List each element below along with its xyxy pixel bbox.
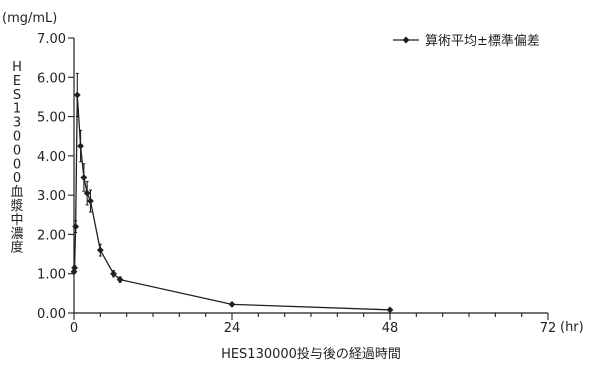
- data-point: [70, 268, 78, 276]
- legend-label: 算術平均±標準偏差: [425, 33, 540, 49]
- y-title-char: 血: [10, 185, 23, 200]
- y-tick-label: 7.00: [37, 32, 66, 47]
- x-axis-ticks: 0 24 48 72: [70, 313, 556, 336]
- x-tick-label: 0: [70, 321, 78, 336]
- series-group: [70, 72, 394, 314]
- data-point: [72, 223, 80, 230]
- data-point: [110, 270, 117, 278]
- y-title-char: 度: [10, 240, 23, 256]
- y-title-char: 中: [10, 213, 23, 228]
- y-title-char: 漿: [10, 199, 23, 214]
- data-point: [73, 91, 81, 99]
- y-tick-label: 5.00: [37, 111, 66, 126]
- y-tick-label: 0.00: [37, 307, 66, 322]
- legend-marker: [402, 36, 410, 44]
- y-axis-ticks: 0.00 1.00 2.00 3.00 4.00 5.00 6.00 7.00: [37, 32, 74, 322]
- y-title-char: 濃: [10, 227, 23, 242]
- y-title-char: E: [13, 74, 21, 89]
- x-tick-label: 24: [224, 321, 241, 336]
- data-point: [71, 264, 78, 272]
- data-point: [386, 306, 394, 314]
- y-unit-label: (mg/mL): [2, 11, 57, 26]
- x-axis-unit: (hr): [560, 320, 584, 335]
- y-title-char: 0: [13, 130, 21, 145]
- y-title-char: 0: [13, 157, 21, 172]
- y-title-char: S: [13, 88, 21, 103]
- y-tick-label: 3.00: [37, 189, 66, 204]
- y-title-char: 0: [13, 143, 21, 158]
- data-point: [80, 174, 88, 181]
- legend: 算術平均±標準偏差: [393, 33, 540, 49]
- x-tick-label: 48: [382, 321, 399, 336]
- x-axis-title: HES130000投与後の経過時間: [221, 346, 401, 362]
- data-point: [116, 276, 124, 284]
- y-title-char: 0: [13, 171, 21, 186]
- x-tick-label: 72: [540, 321, 557, 336]
- data-point: [96, 246, 104, 254]
- y-tick-label: 1.00: [37, 268, 66, 283]
- y-tick-label: 4.00: [37, 150, 66, 165]
- y-title-char: 3: [13, 116, 21, 131]
- y-title-char: H: [12, 60, 22, 75]
- y-title-char: 1: [13, 102, 21, 117]
- data-point: [83, 189, 91, 197]
- y-tick-label: 6.00: [37, 71, 66, 86]
- data-point: [228, 300, 236, 308]
- y-tick-label: 2.00: [37, 228, 66, 243]
- data-point: [77, 142, 84, 150]
- data-point: [87, 197, 94, 205]
